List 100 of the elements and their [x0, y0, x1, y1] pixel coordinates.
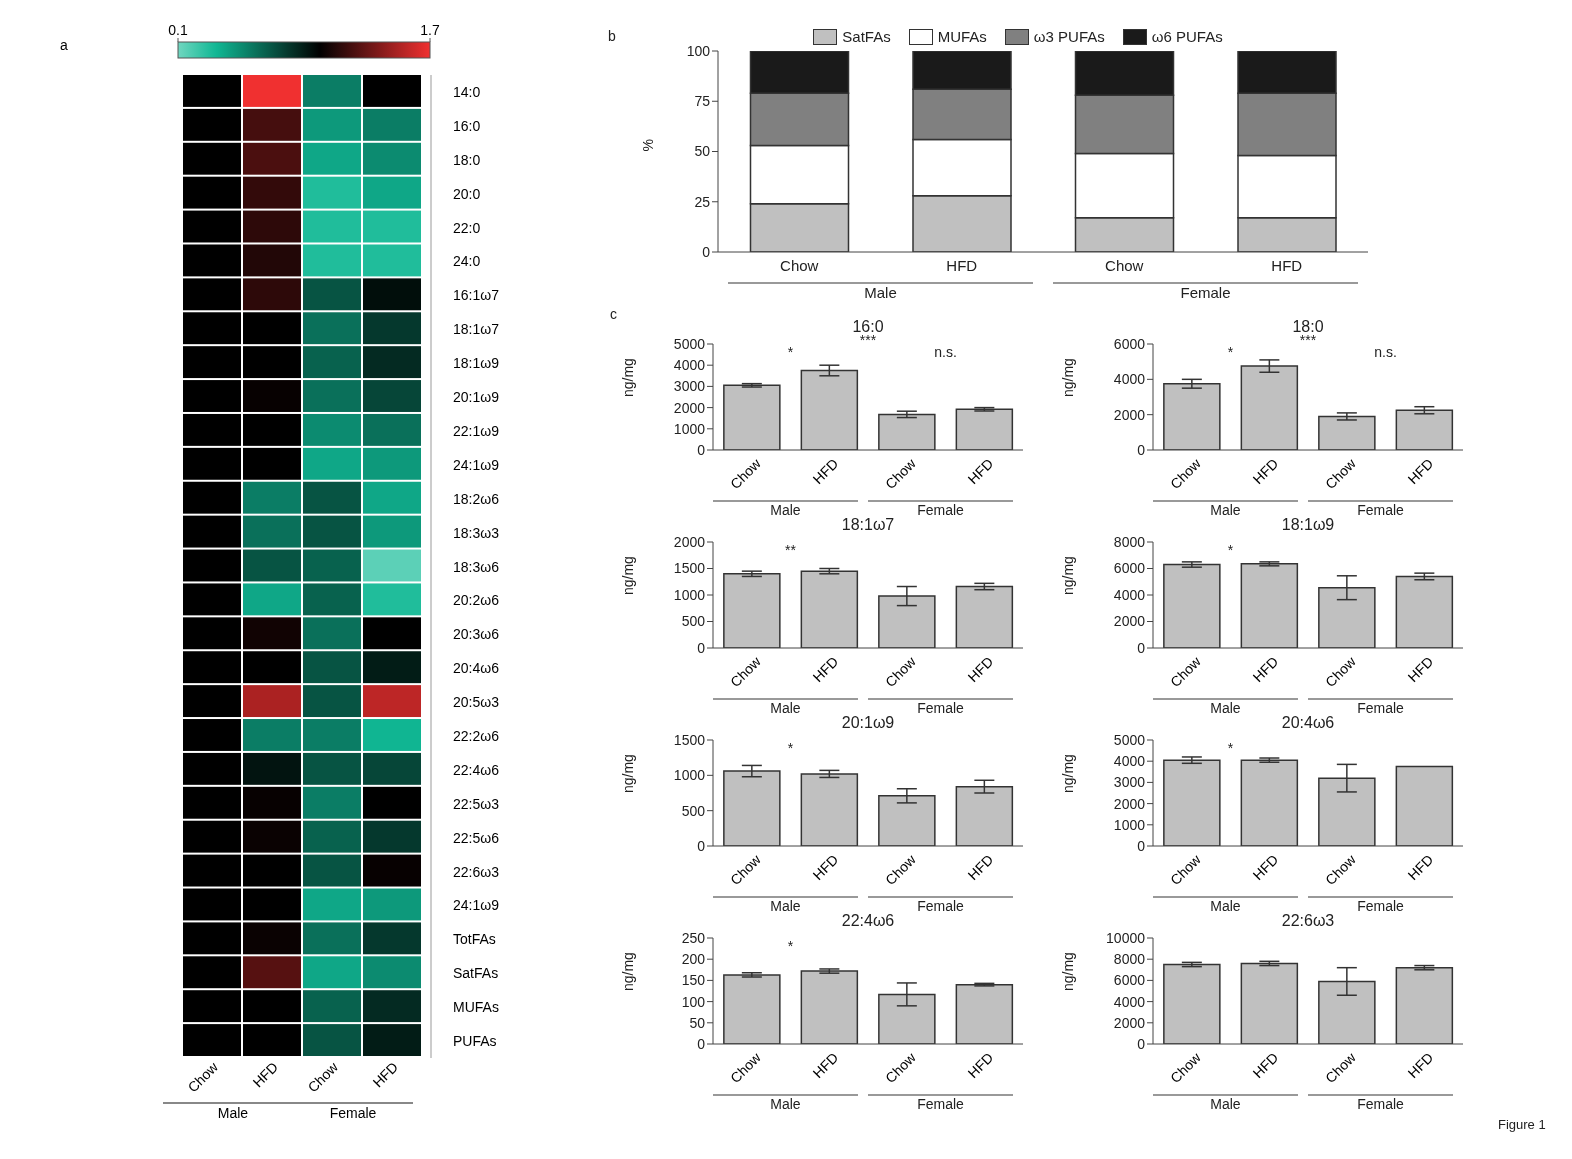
- bar: [1395, 765, 1454, 846]
- text: Male: [1153, 1094, 1298, 1112]
- text: Male: [217, 1105, 249, 1121]
- bar: [800, 570, 859, 648]
- legend-label: ω6 PUFAs: [1151, 28, 1223, 45]
- y-tick-label: 5000: [1113, 731, 1146, 748]
- x-tick-label: Chow: [1105, 256, 1144, 274]
- y-tick-label: 1000: [673, 767, 706, 784]
- color-bar-label: 0.1: [168, 22, 188, 38]
- y-tick-label: 1000: [673, 420, 706, 437]
- y-tick-label: 22:6ω3: [453, 863, 500, 880]
- y-tick-label: 25: [694, 193, 711, 210]
- chart-title: 20:1ω9: [841, 714, 895, 731]
- y-tick-label: 20:0: [453, 185, 481, 202]
- bar: [955, 585, 1014, 648]
- y-tick-label: 1000: [673, 586, 706, 603]
- annotation: *: [786, 344, 795, 360]
- y-tick-label: 1500: [673, 731, 706, 748]
- y-tick-label: 20:3ω6: [453, 626, 500, 643]
- y-tick-label: 20:1ω9: [453, 389, 500, 406]
- text: Male: [1210, 502, 1241, 518]
- y-tick-label: 2000: [1113, 1014, 1146, 1031]
- y-tick-label: 3000: [673, 378, 706, 395]
- y-tick-label: 3000: [1113, 774, 1146, 791]
- text: Female: [1357, 700, 1404, 716]
- y-tick-label: 4000: [1113, 753, 1146, 770]
- y-tick-label: 150: [681, 972, 706, 989]
- y-tick-label: 22:1ω9: [453, 422, 500, 439]
- bar: [723, 384, 781, 450]
- bar: [800, 369, 859, 450]
- annotation: n.s.: [933, 344, 958, 360]
- bar: [1163, 963, 1221, 1044]
- y-axis-title: ng/mg: [1059, 754, 1076, 793]
- y-tick-label: SatFAs: [453, 965, 499, 982]
- text: Male: [770, 700, 801, 716]
- bar: [723, 974, 781, 1044]
- y-axis-title: ng/mg: [619, 556, 636, 595]
- y-axis-title: ng/mg: [1059, 556, 1076, 595]
- y-tick-label: 8000: [1113, 951, 1146, 968]
- chart-title: 18:1ω9: [1281, 516, 1335, 533]
- text: b: [608, 28, 616, 44]
- bar: [800, 773, 859, 846]
- y-tick-label: 75: [694, 93, 711, 110]
- y-tick-label: 2000: [1113, 795, 1146, 812]
- legend-label: MUFAs: [937, 28, 987, 45]
- y-tick-label: 0: [1137, 1035, 1146, 1052]
- y-axis-title: ng/mg: [619, 754, 636, 793]
- y-tick-label: 2000: [673, 399, 706, 416]
- y-tick-label: 6000: [1113, 972, 1146, 989]
- text: a: [60, 37, 68, 53]
- bar: [1318, 415, 1376, 450]
- text: Male: [1210, 700, 1241, 716]
- y-axis-title: ng/mg: [619, 358, 636, 397]
- y-tick-label: 500: [681, 613, 706, 630]
- y-tick-label: 8000: [1113, 533, 1146, 550]
- chart-title: 16:0: [851, 318, 885, 335]
- text: Female: [917, 502, 964, 518]
- text: Female: [329, 1105, 377, 1121]
- chart-title: 20:4ω6: [1281, 714, 1335, 731]
- y-axis-title: ng/mg: [619, 952, 636, 991]
- y-tick-label: 1000: [1113, 816, 1146, 833]
- y-tick-label: 4000: [1113, 993, 1146, 1010]
- y-tick-label: 2000: [1113, 406, 1146, 423]
- y-tick-label: 0: [1137, 837, 1146, 854]
- y-tick-label: 2000: [673, 533, 706, 550]
- x-tick-label: HFD: [946, 256, 978, 274]
- bar: [1395, 409, 1454, 450]
- text: Female: [1357, 502, 1404, 518]
- x-tick-label: HFD: [1271, 256, 1303, 274]
- text: Male: [713, 1094, 858, 1112]
- y-tick-label: 0: [697, 441, 706, 458]
- y-tick-label: 20:4ω6: [453, 660, 500, 677]
- bar: [1163, 759, 1221, 846]
- y-tick-label: 50: [689, 1014, 706, 1031]
- text: Female: [1357, 898, 1404, 914]
- y-tick-label: 22:2ω6: [453, 727, 500, 744]
- chart-title: 18:0: [1291, 318, 1325, 335]
- y-tick-label: PUFAs: [453, 1033, 497, 1050]
- y-tick-label: 20:2ω6: [453, 592, 500, 609]
- bar: [1240, 962, 1299, 1044]
- chart-title: 18:1ω7: [841, 516, 895, 533]
- y-tick-label: 10000: [1106, 929, 1146, 946]
- y-tick-label: 1500: [673, 560, 706, 577]
- text: Male: [770, 502, 801, 518]
- y-tick-label: 22:0: [453, 219, 481, 236]
- text: Female: [917, 898, 964, 914]
- annotation: *: [1226, 740, 1235, 756]
- annotation: *: [786, 938, 795, 954]
- bar: [1240, 563, 1299, 648]
- annotation: *: [1226, 344, 1235, 360]
- text: Female: [1053, 282, 1358, 301]
- color-bar-label: 1.7: [420, 22, 440, 38]
- y-tick-label: 18:3ω6: [453, 558, 500, 575]
- y-tick-label: 18:1ω7: [453, 321, 500, 338]
- legend-label: ω3 PUFAs: [1033, 28, 1105, 45]
- annotation: ***: [1298, 332, 1318, 348]
- bar: [1163, 563, 1221, 648]
- y-tick-label: 16:1ω7: [453, 287, 500, 304]
- y-tick-label: 18:2ω6: [453, 490, 500, 507]
- y-tick-label: 6000: [1113, 560, 1146, 577]
